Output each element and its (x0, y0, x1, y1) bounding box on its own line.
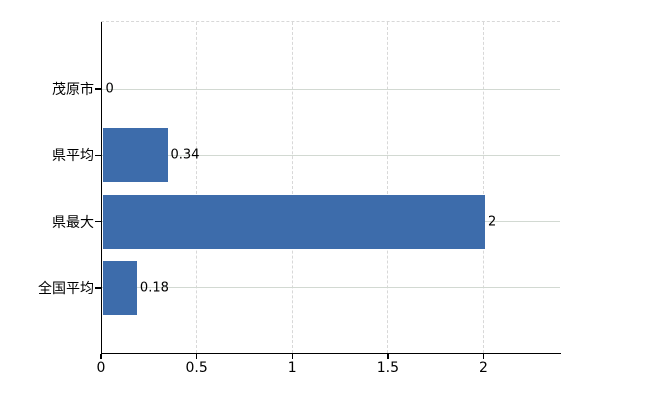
x-axis-line (100, 352, 561, 354)
x-axis-tick-label: 0 (96, 360, 106, 376)
bar (102, 260, 137, 315)
plot-top-border (101, 21, 560, 22)
y-axis-line (100, 22, 102, 354)
y-axis-tick (95, 287, 101, 289)
v-gridline (387, 22, 389, 353)
x-axis-tick (291, 354, 293, 359)
h-gridline (102, 287, 560, 289)
v-gridline (291, 22, 293, 353)
v-gridline (196, 22, 198, 353)
bar-value-label: 2 (488, 214, 497, 230)
y-axis-tick (95, 220, 101, 223)
y-axis-tick (95, 88, 101, 90)
y-axis-category-label: 県最大 (52, 214, 94, 231)
bar (102, 194, 485, 249)
bar (102, 128, 168, 183)
x-axis-tick (100, 354, 102, 359)
x-axis-tick-label: 2 (479, 360, 488, 376)
x-axis-tick-label: 1 (287, 360, 297, 376)
h-gridline (102, 88, 560, 90)
bar-value-label: 0.18 (139, 280, 169, 296)
v-gridline (483, 22, 484, 353)
x-axis-tick-label: 1.5 (376, 360, 400, 376)
bar-value-label: 0 (105, 81, 114, 97)
x-axis-tick-label: 0.5 (185, 360, 208, 376)
y-axis-category-label: 県平均 (52, 148, 94, 165)
x-axis-tick (482, 354, 485, 359)
x-axis-tick (195, 354, 198, 359)
y-axis-tick (95, 154, 101, 157)
h-gridline (102, 154, 560, 156)
y-axis-category-label: 茂原市 (52, 82, 94, 98)
bar-value-label: 0.34 (170, 147, 200, 163)
x-axis-tick (387, 354, 389, 359)
y-axis-category-label: 全国平均 (38, 280, 94, 297)
